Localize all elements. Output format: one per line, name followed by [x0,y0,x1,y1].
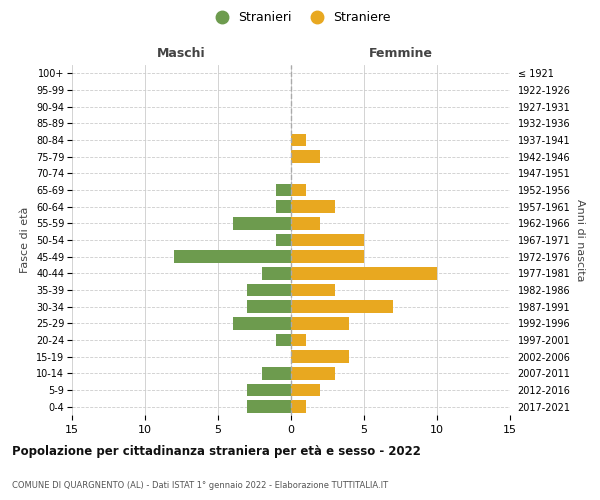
Bar [291,184,305,196]
Y-axis label: Fasce di età: Fasce di età [20,207,31,273]
Bar [291,200,335,213]
Bar [291,317,349,330]
Bar [291,384,320,396]
Bar [247,384,291,396]
Bar [277,200,291,213]
Bar [291,267,437,280]
Bar [291,367,335,380]
Bar [291,150,320,163]
Text: Maschi: Maschi [157,47,206,60]
Bar [291,134,305,146]
Bar [262,367,291,380]
Bar [291,334,305,346]
Bar [262,267,291,280]
Bar [233,217,291,230]
Bar [291,300,393,313]
Bar [291,250,364,263]
Text: Popolazione per cittadinanza straniera per età e sesso - 2022: Popolazione per cittadinanza straniera p… [12,444,421,458]
Bar [291,400,305,413]
Text: Femmine: Femmine [368,47,433,60]
Bar [277,184,291,196]
Bar [174,250,291,263]
Bar [277,234,291,246]
Text: COMUNE DI QUARGNENTO (AL) - Dati ISTAT 1° gennaio 2022 - Elaborazione TUTTITALIA: COMUNE DI QUARGNENTO (AL) - Dati ISTAT 1… [12,481,388,490]
Bar [291,234,364,246]
Bar [291,217,320,230]
Legend: Stranieri, Straniere: Stranieri, Straniere [205,6,395,29]
Y-axis label: Anni di nascita: Anni di nascita [575,198,584,281]
Bar [291,350,349,363]
Bar [247,284,291,296]
Bar [247,300,291,313]
Bar [233,317,291,330]
Bar [291,284,335,296]
Bar [247,400,291,413]
Bar [277,334,291,346]
